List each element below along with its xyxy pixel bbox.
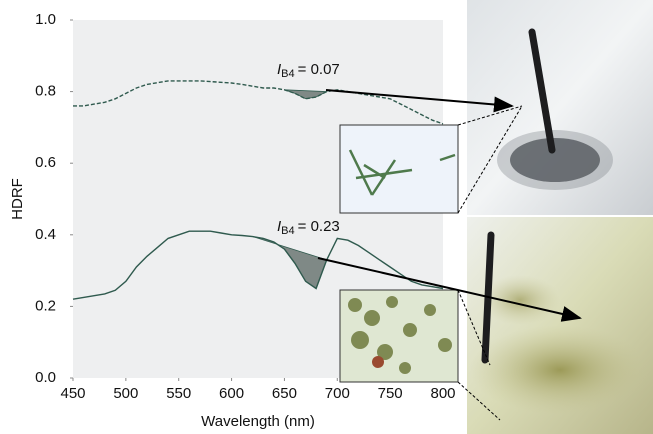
x-tick-label: 550 xyxy=(166,385,191,402)
x-axis-label: Wavelength (nm) xyxy=(201,413,315,430)
y-tick-label: 1.0 xyxy=(35,11,56,28)
photo-bottom xyxy=(467,217,653,434)
annotation-subscript: B4 xyxy=(281,225,294,237)
annotation-text: = 0.07 xyxy=(298,61,340,78)
y-tick-label: 0.6 xyxy=(35,154,56,171)
photo-top xyxy=(467,0,653,215)
annotation-subscript: B4 xyxy=(281,68,294,80)
x-tick-label: 600 xyxy=(219,385,244,402)
x-tick-label: 500 xyxy=(113,385,138,402)
inset-bottom xyxy=(340,290,458,382)
y-tick-label: 0.8 xyxy=(35,83,56,100)
x-tick-label: 800 xyxy=(430,385,455,402)
y-axis-label: HDRF xyxy=(9,178,26,220)
figure: 0.0 0.2 0.4 0.6 0.8 1.0 450 500 550 600 650 700 750 8… xyxy=(0,0,653,434)
x-tick-label: 750 xyxy=(378,385,403,402)
inset-top xyxy=(340,125,458,213)
y-tick-label: 0.4 xyxy=(35,226,56,243)
y-tick-label: 0.2 xyxy=(35,297,56,314)
x-tick-label: 650 xyxy=(272,385,297,402)
annotation-text: = 0.23 xyxy=(298,218,340,235)
x-tick-label: 450 xyxy=(60,385,85,402)
page: {"chart_data": { "type": "line", "x_labe… xyxy=(0,0,653,434)
x-tick-label: 700 xyxy=(325,385,350,402)
y-tick-label: 0.0 xyxy=(35,369,56,386)
